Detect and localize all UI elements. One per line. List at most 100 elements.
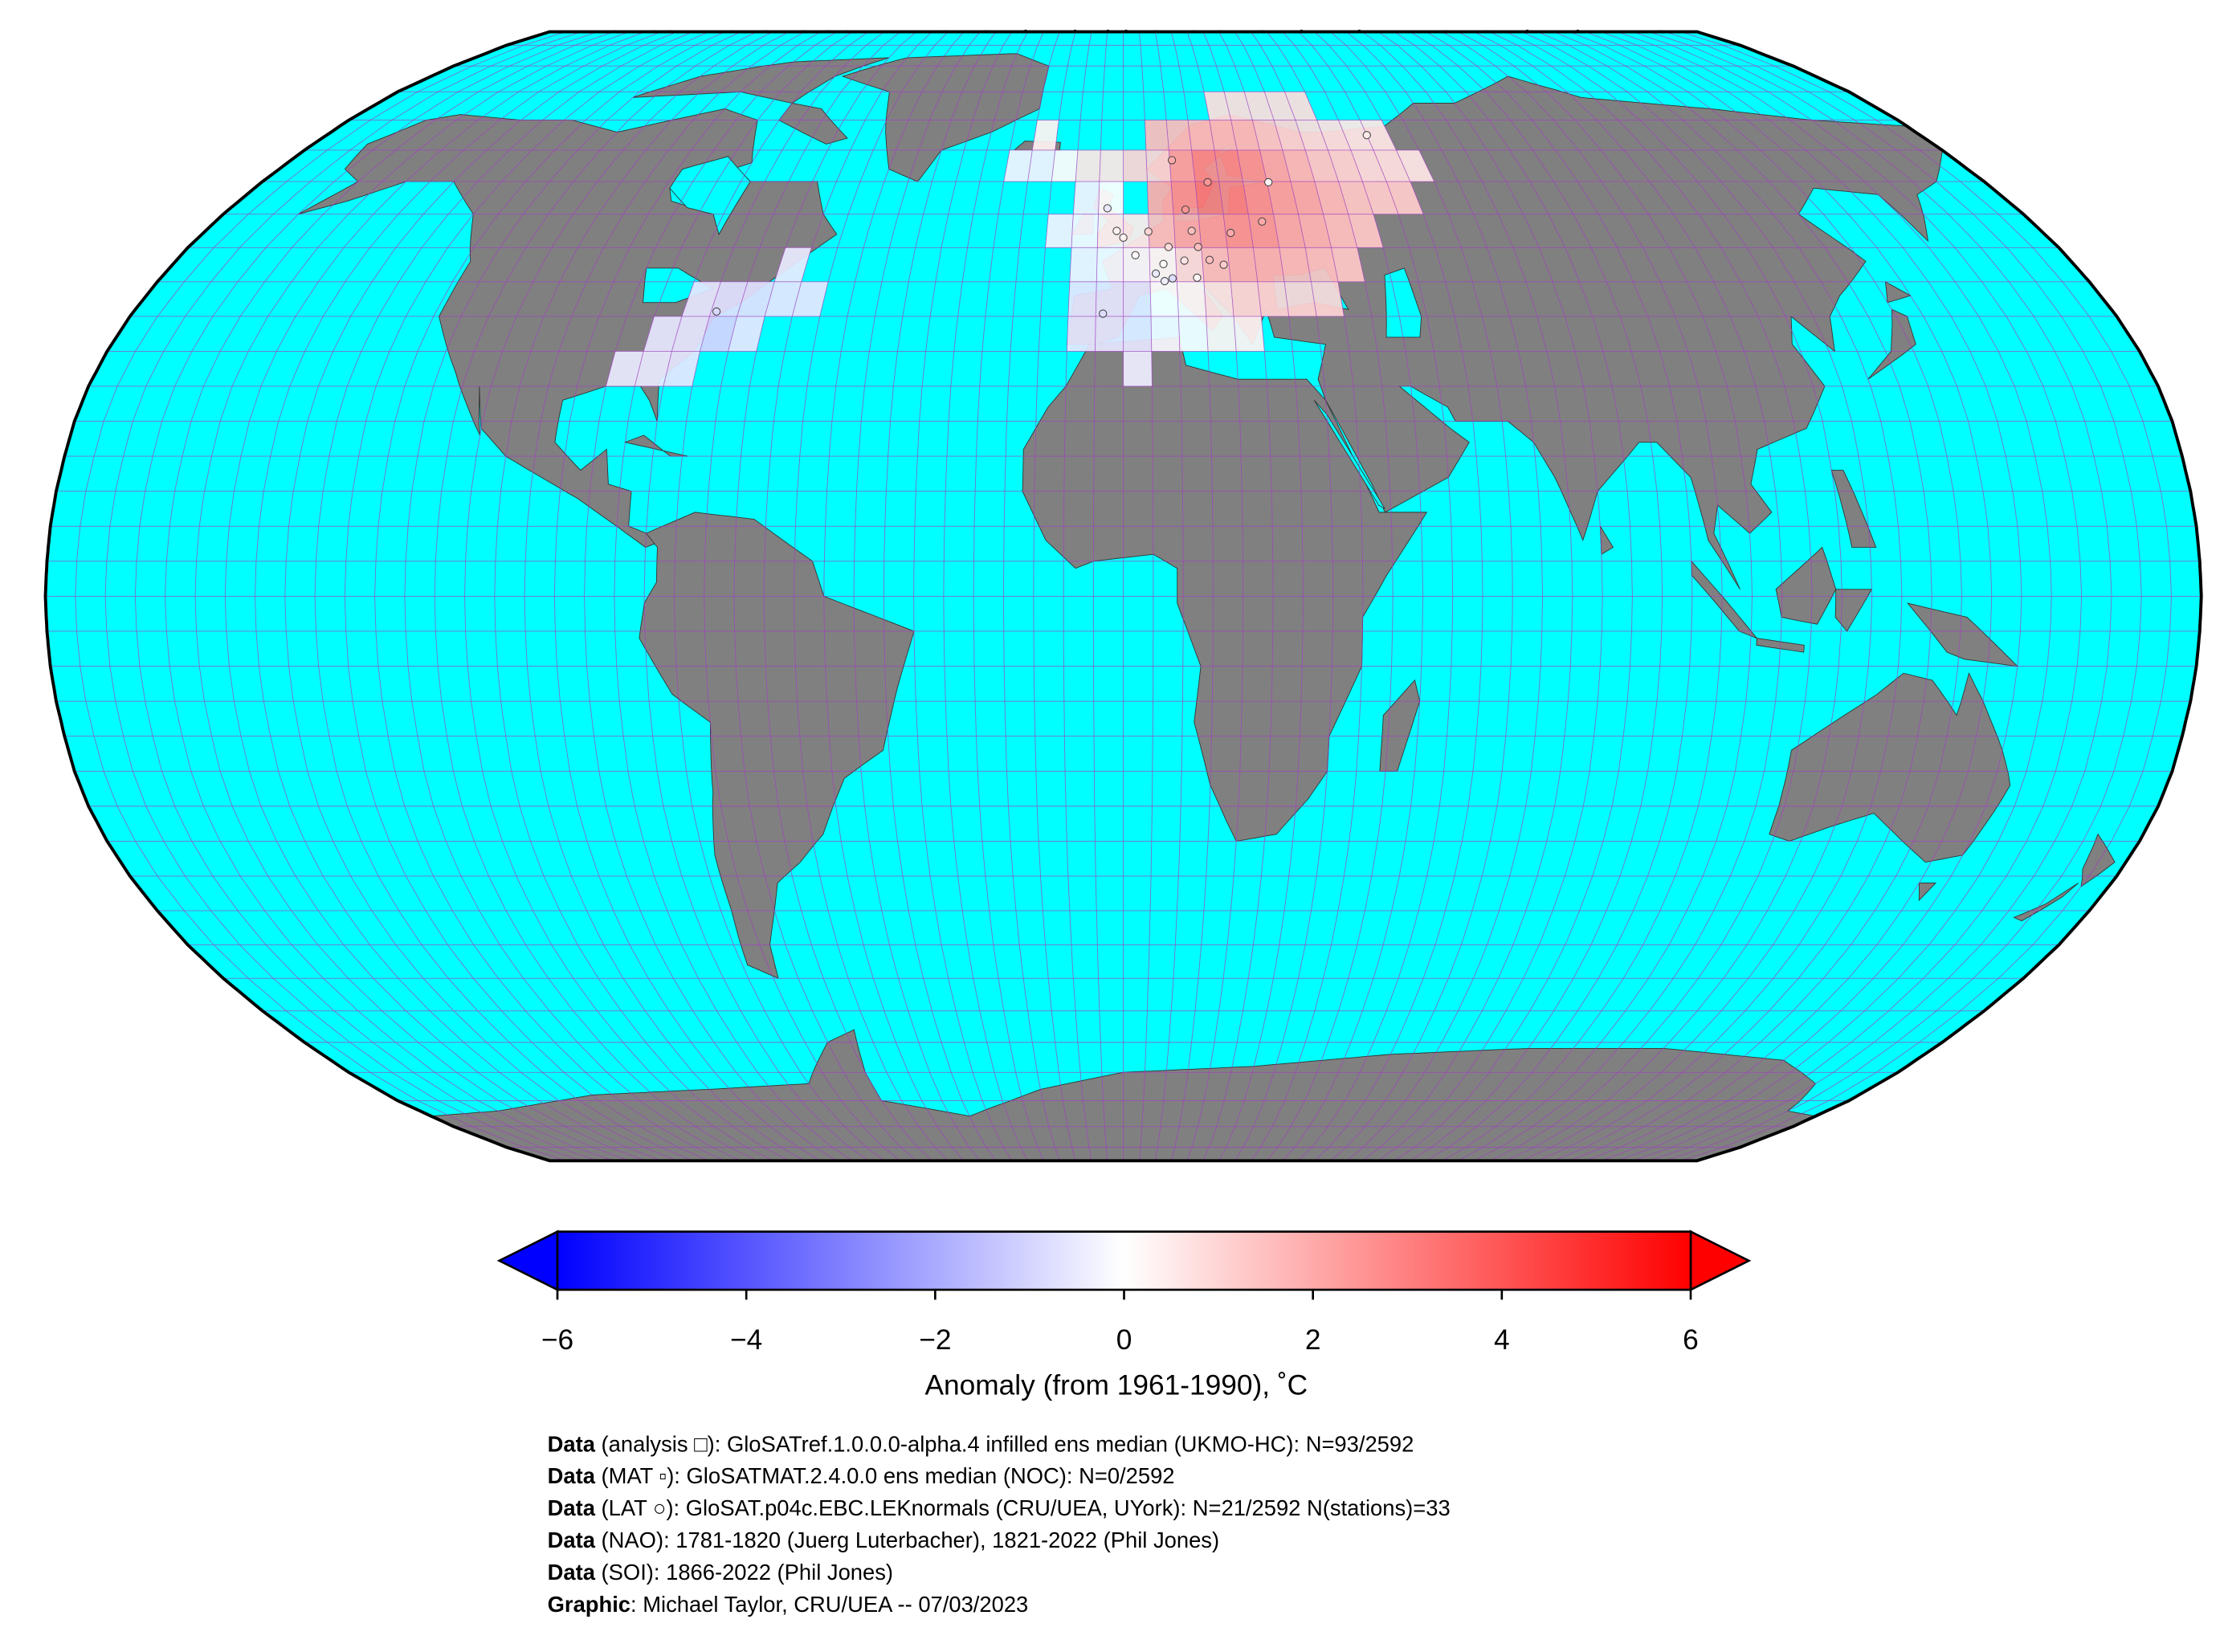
anomaly-cell <box>1274 120 1306 151</box>
anomaly-cell <box>1178 316 1209 352</box>
colorbar-ticks: −6 −4 −2 0 2 4 6 <box>541 1289 1699 1356</box>
station-marker <box>1112 226 1121 235</box>
anomaly-cell <box>1373 150 1410 182</box>
station-marker <box>1193 273 1202 282</box>
anomaly-cell <box>1396 150 1434 182</box>
colorbar: −6 −4 −2 0 2 4 6 Anomaly (from 1961-1990), ˚C <box>496 1230 1752 1401</box>
colorbar-tick-label: −6 <box>541 1324 573 1356</box>
station-marker <box>1180 256 1189 265</box>
anomaly-cell <box>1284 92 1317 120</box>
station-marker <box>1205 255 1214 264</box>
anomaly-cell <box>1259 150 1292 182</box>
anomaly-cell <box>1203 281 1234 316</box>
credit-line-text: : Michael Taylor, CRU/UEA -- 07/03/2023 <box>630 1592 1028 1617</box>
colorbar-tick-label: 6 <box>1683 1324 1699 1356</box>
station-marker <box>1144 227 1153 236</box>
madagascar-landmass <box>1379 679 1421 772</box>
anomaly-cell <box>1166 120 1192 151</box>
station-marker <box>1164 243 1173 251</box>
anomaly-cell <box>1298 214 1332 248</box>
anomaly-cell <box>1147 182 1173 214</box>
anomaly-cell <box>1069 247 1098 282</box>
anomaly-cell <box>1123 150 1148 182</box>
anomaly-cell <box>1169 150 1195 182</box>
station-marker <box>1103 204 1112 213</box>
colorbar-tick-label: 4 <box>1494 1324 1510 1356</box>
anomaly-cell <box>1360 120 1397 151</box>
baffin-island-landmass <box>778 102 848 145</box>
credit-line: Data (MAT ▫): GloSATMAT.2.4.0.0 ens medi… <box>548 1463 1175 1488</box>
anomaly-cell <box>1145 150 1172 182</box>
station-marker <box>1362 131 1371 140</box>
anomaly-cell <box>1348 214 1384 248</box>
borneo-landmass <box>1775 546 1837 625</box>
anomaly-cell <box>1067 281 1097 316</box>
anomaly-cell <box>1097 214 1124 248</box>
station-marker <box>1194 243 1202 251</box>
anomaly-cells <box>606 92 1434 386</box>
anomaly-cell <box>1045 214 1074 248</box>
credit-line: Data (analysis □): GloSATref.1.0.0.0-alp… <box>548 1431 1414 1456</box>
credit-line-text: (LAT ○): GloSAT.p04c.EBC.LEKnormals (CRU… <box>595 1495 1451 1520</box>
anomaly-cell <box>1175 247 1204 282</box>
anomaly-cell <box>1071 214 1099 248</box>
credit-line-heading: Data <box>548 1495 596 1520</box>
anomaly-cell <box>1145 120 1169 151</box>
credit-line: Graphic: Michael Taylor, CRU/UEA -- 07/0… <box>548 1592 1029 1617</box>
anomaly-cell <box>1264 92 1296 120</box>
station-marker <box>1226 228 1235 238</box>
anomaly-cell <box>1209 120 1238 151</box>
anomaly-cell <box>1282 150 1315 182</box>
station-marker <box>1159 259 1168 268</box>
credit-line-heading: Data <box>548 1431 596 1456</box>
anomaly-cell <box>1227 247 1258 282</box>
credit-line: Data (LAT ○): GloSAT.p04c.EBC.LEKnormals… <box>548 1495 1451 1520</box>
anomaly-cell <box>1253 247 1285 282</box>
anomaly-cell <box>1331 247 1365 282</box>
station-marker <box>1219 260 1228 269</box>
tasmania-landmass <box>1918 883 1937 902</box>
anomaly-cell <box>1203 92 1231 120</box>
anomaly-cell <box>1150 281 1179 316</box>
station-marker <box>712 307 721 316</box>
credit-line-heading: Graphic <box>548 1592 630 1617</box>
colorbar-gradient <box>556 1230 1692 1291</box>
anomaly-cell <box>1224 92 1253 120</box>
anomaly-cell <box>1027 150 1055 182</box>
anomaly-cell <box>1338 120 1374 151</box>
station-marker <box>1264 177 1273 187</box>
anomaly-cell <box>709 281 748 316</box>
anomaly-cell <box>1305 150 1339 182</box>
anomaly-cell <box>1191 150 1219 182</box>
greenland-landmass <box>841 53 1050 182</box>
credit-line: Data (SOI): 1866-2022 (Phil Jones) <box>548 1560 893 1585</box>
red-sea <box>1313 400 1385 509</box>
anomaly-cell <box>1252 120 1283 151</box>
anomaly-cell <box>1171 182 1199 214</box>
anomaly-cell <box>1279 247 1312 282</box>
anomaly-cell <box>1096 281 1124 316</box>
anomaly-cell <box>1314 182 1349 214</box>
anomaly-cell <box>606 351 644 386</box>
anomaly-cell <box>1206 316 1237 352</box>
anomaly-cell <box>1123 247 1151 282</box>
sulawesi-landmass <box>1834 589 1873 632</box>
credit-line-heading: Data <box>548 1528 596 1552</box>
station-marker <box>1131 251 1140 259</box>
station-marker <box>1181 205 1190 214</box>
anomaly-cell <box>1305 247 1338 282</box>
station-marker <box>1187 226 1196 235</box>
station-marker <box>1203 177 1212 187</box>
caspian-sea <box>1384 267 1422 338</box>
anomaly-cell <box>700 316 737 352</box>
colorbar-extend-high <box>1689 1230 1752 1292</box>
anomaly-cell <box>1230 281 1262 316</box>
anomaly-cell <box>1148 214 1176 248</box>
anomaly-cell <box>1311 281 1345 316</box>
colorbar-tick-label: 2 <box>1305 1324 1321 1356</box>
graticule <box>45 31 2202 1161</box>
station-marker <box>1168 274 1177 283</box>
station-markers <box>712 131 1371 318</box>
anomaly-cell <box>1230 120 1260 151</box>
